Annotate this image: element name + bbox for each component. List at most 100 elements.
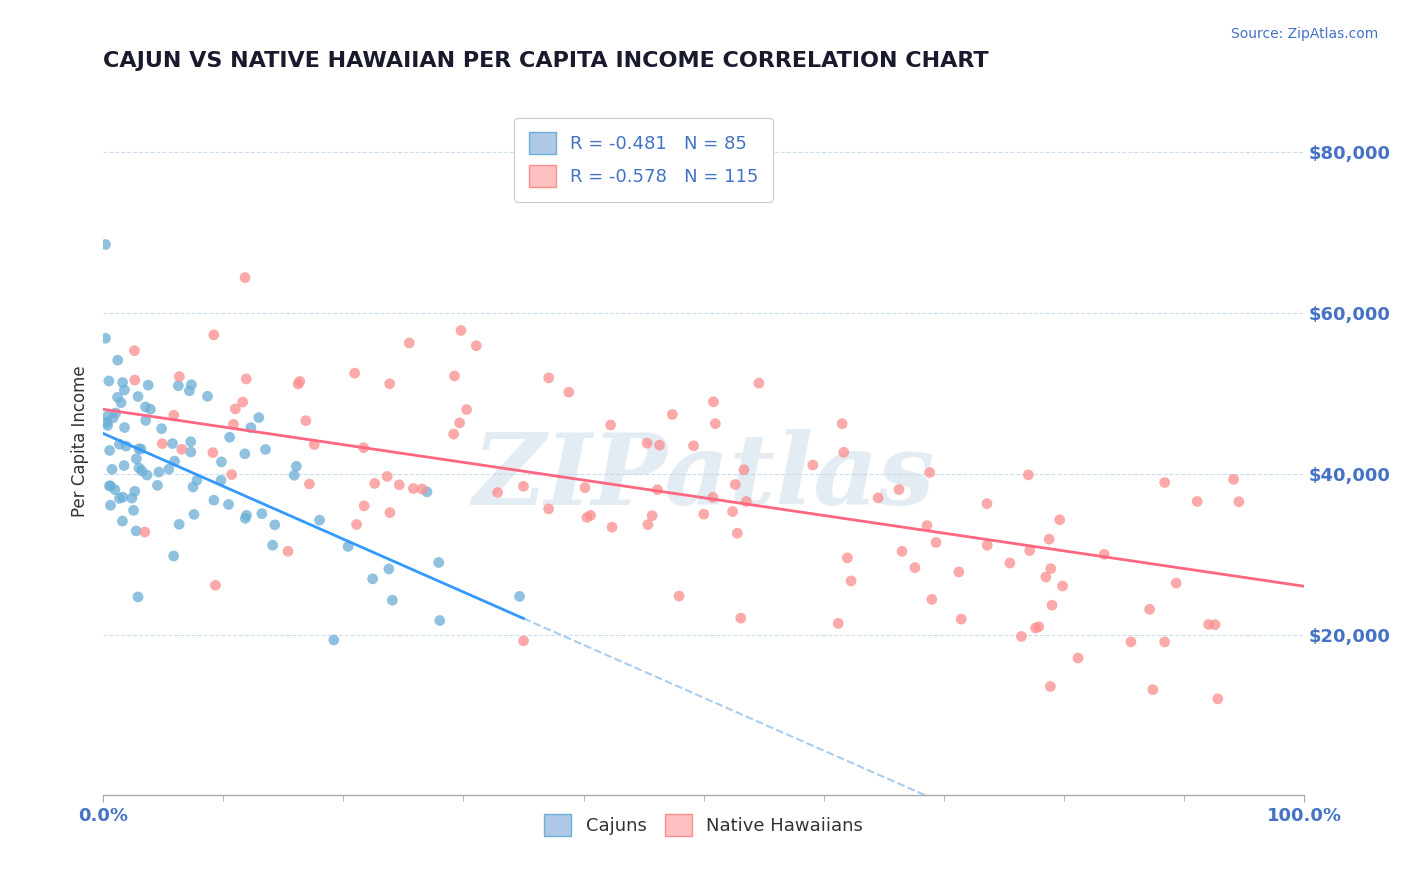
Point bbox=[574, 481, 596, 495]
Point bbox=[1018, 543, 1040, 558]
Point bbox=[100, 479, 122, 493]
Point bbox=[298, 477, 321, 491]
Point bbox=[637, 517, 659, 532]
Point bbox=[1092, 547, 1115, 561]
Point bbox=[1227, 495, 1250, 509]
Point bbox=[1067, 651, 1090, 665]
Point bbox=[107, 390, 129, 404]
Point bbox=[124, 343, 146, 358]
Point bbox=[202, 327, 225, 342]
Point bbox=[831, 417, 853, 431]
Point bbox=[1166, 576, 1188, 591]
Point bbox=[1052, 579, 1074, 593]
Point bbox=[998, 556, 1021, 570]
Point bbox=[94, 237, 117, 252]
Point bbox=[180, 445, 202, 459]
Point bbox=[163, 549, 186, 563]
Point bbox=[111, 376, 134, 390]
Point bbox=[512, 633, 534, 648]
Point bbox=[108, 437, 131, 451]
Point bbox=[1222, 472, 1244, 486]
Point bbox=[254, 442, 277, 457]
Point bbox=[97, 374, 120, 388]
Point bbox=[702, 491, 724, 505]
Point bbox=[235, 372, 257, 386]
Point bbox=[1010, 630, 1032, 644]
Point bbox=[181, 480, 204, 494]
Point bbox=[346, 517, 368, 532]
Point bbox=[221, 467, 243, 482]
Point bbox=[976, 497, 998, 511]
Point bbox=[512, 479, 534, 493]
Point bbox=[247, 410, 270, 425]
Point bbox=[115, 439, 138, 453]
Point bbox=[486, 485, 509, 500]
Point bbox=[948, 565, 970, 579]
Point bbox=[262, 538, 284, 552]
Point bbox=[918, 466, 941, 480]
Point bbox=[450, 324, 472, 338]
Point bbox=[748, 376, 770, 391]
Point bbox=[209, 455, 232, 469]
Point bbox=[129, 442, 152, 456]
Point bbox=[735, 494, 758, 508]
Point bbox=[122, 503, 145, 517]
Point bbox=[887, 483, 910, 497]
Point bbox=[866, 491, 889, 505]
Point bbox=[361, 572, 384, 586]
Point bbox=[163, 409, 186, 423]
Point bbox=[1035, 570, 1057, 584]
Point bbox=[904, 560, 927, 574]
Point bbox=[724, 477, 747, 491]
Point bbox=[180, 434, 202, 449]
Point bbox=[353, 499, 375, 513]
Point bbox=[97, 418, 120, 433]
Point bbox=[1049, 513, 1071, 527]
Text: Source: ZipAtlas.com: Source: ZipAtlas.com bbox=[1230, 27, 1378, 41]
Point bbox=[702, 394, 724, 409]
Point bbox=[668, 589, 690, 603]
Point bbox=[128, 442, 150, 456]
Point bbox=[1038, 533, 1060, 547]
Point bbox=[363, 476, 385, 491]
Point bbox=[388, 478, 411, 492]
Point bbox=[443, 368, 465, 383]
Point bbox=[801, 458, 824, 472]
Point bbox=[443, 427, 465, 442]
Point bbox=[135, 413, 157, 427]
Point bbox=[101, 411, 124, 425]
Point bbox=[121, 491, 143, 505]
Point bbox=[110, 395, 132, 409]
Point bbox=[353, 441, 375, 455]
Point bbox=[125, 451, 148, 466]
Point bbox=[693, 507, 716, 521]
Point bbox=[232, 395, 254, 409]
Point bbox=[416, 484, 439, 499]
Point bbox=[287, 376, 309, 391]
Point bbox=[218, 497, 240, 511]
Point bbox=[449, 416, 471, 430]
Point bbox=[134, 524, 156, 539]
Point bbox=[201, 445, 224, 459]
Point bbox=[135, 400, 157, 414]
Point bbox=[96, 416, 118, 430]
Point bbox=[381, 593, 404, 607]
Point bbox=[202, 493, 225, 508]
Point bbox=[915, 518, 938, 533]
Point bbox=[1153, 635, 1175, 649]
Point bbox=[378, 562, 401, 576]
Point bbox=[108, 491, 131, 506]
Point bbox=[150, 436, 173, 450]
Point bbox=[239, 420, 262, 434]
Point bbox=[891, 544, 914, 558]
Point bbox=[733, 463, 755, 477]
Point bbox=[378, 506, 401, 520]
Point bbox=[233, 511, 256, 525]
Point bbox=[641, 508, 664, 523]
Point bbox=[157, 462, 180, 476]
Point bbox=[127, 590, 149, 604]
Point bbox=[146, 478, 169, 492]
Point bbox=[97, 409, 120, 423]
Point bbox=[104, 483, 127, 497]
Point bbox=[235, 508, 257, 523]
